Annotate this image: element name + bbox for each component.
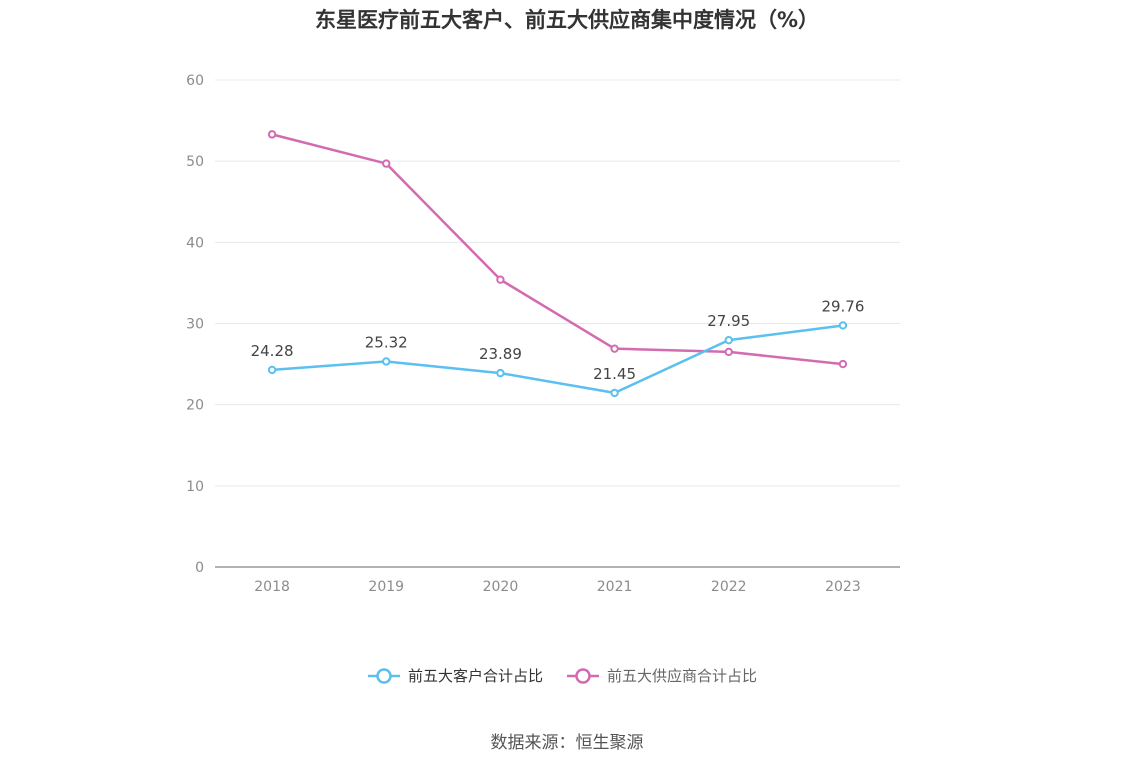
x-tick-label: 2021 [597, 579, 633, 595]
x-tick-label: 2022 [711, 579, 747, 595]
y-tick-label: 40 [186, 235, 204, 251]
chart-title: 东星医疗前五大客户、前五大供应商集中度情况（%） [314, 8, 820, 32]
data-point [724, 335, 733, 345]
legend-label: 前五大供应商合计占比 [607, 667, 757, 685]
data-label: 27.95 [707, 312, 750, 330]
series-group: 24.28 25.32 23.89 21.45 27.95 29.76 [251, 130, 864, 398]
y-axis-ticks: 0 10 20 30 40 50 60 [186, 73, 204, 576]
data-point [267, 130, 277, 139]
legend-marker-icon [376, 668, 392, 684]
data-point [610, 388, 619, 398]
legend-label: 前五大客户合计占比 [408, 667, 543, 685]
y-tick-label: 10 [186, 479, 204, 495]
y-tick-label: 0 [195, 560, 204, 576]
data-label: 25.32 [365, 333, 408, 351]
x-tick-label: 2018 [254, 579, 290, 595]
legend-item-1[interactable]: 前五大客户合计占比 [368, 667, 543, 685]
data-point [496, 275, 505, 284]
data-point [496, 368, 505, 378]
legend-item-2[interactable]: 前五大供应商合计占比 [567, 667, 757, 685]
data-label: 29.76 [821, 297, 864, 315]
y-tick-label: 30 [186, 317, 204, 333]
y-tick-label: 50 [186, 154, 204, 170]
y-tick-label: 60 [186, 73, 204, 89]
x-axis-ticks: 2018 2019 2020 2021 2022 2023 [254, 579, 860, 595]
data-point [382, 357, 391, 366]
data-point [610, 344, 619, 353]
legend[interactable]: 前五大客户合计占比 前五大供应商合计占比 [368, 667, 757, 685]
x-tick-label: 2020 [483, 579, 519, 595]
series-line-2 [271, 133, 844, 366]
x-tick-label: 2019 [368, 579, 404, 595]
data-point [838, 359, 848, 369]
data-point [382, 159, 391, 168]
data-label: 24.28 [251, 342, 294, 360]
legend-marker-icon [575, 668, 591, 684]
grid-lines [215, 79, 900, 487]
data-label: 21.45 [593, 365, 636, 383]
data-label: 23.89 [479, 345, 522, 363]
data-point [267, 365, 277, 375]
data-source: 数据来源：恒生聚源 [490, 733, 644, 753]
series-line-1 [271, 324, 844, 395]
y-tick-label: 20 [186, 398, 204, 414]
data-point [838, 321, 848, 330]
data-point [724, 347, 733, 357]
x-tick-label: 2023 [825, 579, 861, 595]
